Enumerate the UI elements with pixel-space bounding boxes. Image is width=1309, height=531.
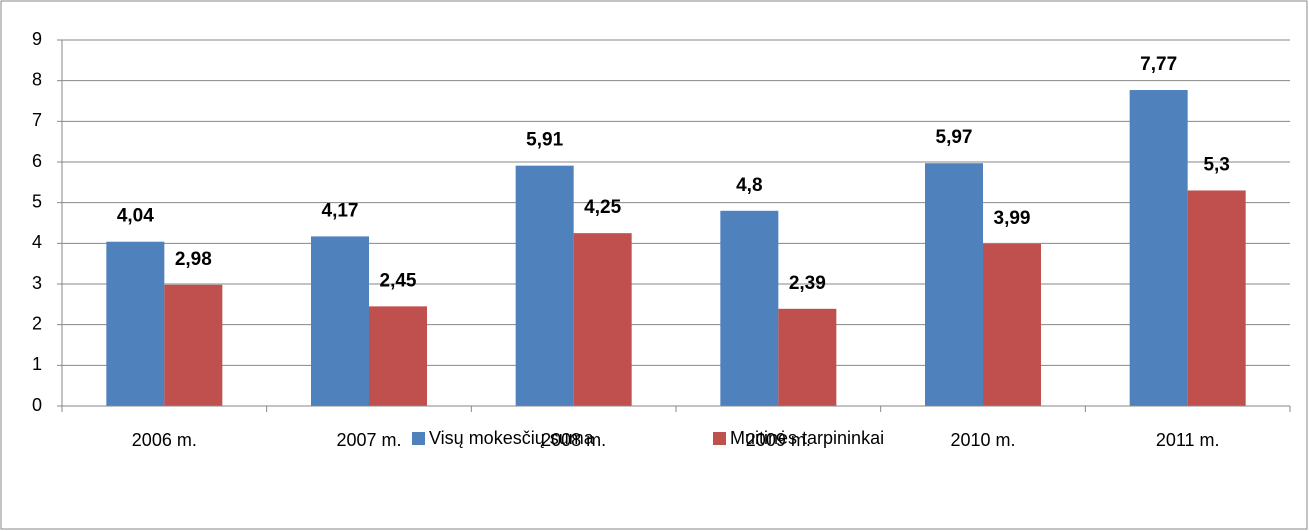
- y-tick-label: 2: [32, 313, 42, 333]
- y-tick-label: 9: [32, 29, 42, 49]
- y-tick-label: 0: [32, 395, 42, 415]
- bar: [573, 233, 632, 406]
- bar: [106, 241, 165, 406]
- x-tick-label: 2011 m.: [1156, 430, 1220, 450]
- bar: [515, 165, 574, 406]
- bar: [983, 243, 1041, 406]
- bar: [1129, 90, 1188, 407]
- data-label: 2,45: [380, 270, 417, 291]
- x-tick-label: 2010 m.: [950, 430, 1015, 450]
- data-label: 4,25: [584, 197, 621, 218]
- y-tick-label: 6: [32, 151, 42, 171]
- data-label: 5,97: [936, 127, 973, 148]
- x-tick-label: 2009 m.: [746, 430, 811, 450]
- data-label: 4,8: [736, 175, 762, 196]
- bar: [311, 236, 369, 406]
- bar: [1187, 190, 1246, 406]
- bar: [720, 210, 779, 406]
- y-tick-label: 7: [32, 110, 42, 130]
- data-label: 2,98: [175, 249, 212, 270]
- data-label: 4,04: [117, 206, 154, 227]
- data-label: 2,39: [789, 273, 826, 294]
- x-tick-label: 2007 m.: [336, 430, 401, 450]
- y-tick-label: 8: [32, 69, 42, 89]
- data-label: 3,99: [994, 208, 1031, 229]
- data-label: 7,77: [1140, 54, 1177, 75]
- y-tick-label: 3: [32, 273, 42, 293]
- y-tick-label: 5: [32, 191, 42, 211]
- y-tick-label: 1: [32, 354, 42, 374]
- legend-swatch: [713, 432, 726, 445]
- bar: [925, 163, 983, 406]
- data-label: 4,17: [322, 200, 359, 221]
- data-label: 5,3: [1203, 154, 1229, 175]
- x-tick-label: 2006 m.: [132, 430, 197, 450]
- y-tick-label: 4: [32, 232, 42, 252]
- bar: [778, 308, 837, 406]
- legend-swatch: [412, 432, 425, 445]
- bar: [369, 306, 427, 406]
- data-label: 5,91: [526, 130, 563, 151]
- x-tick-label: 2008 m.: [541, 430, 606, 450]
- legend-label: Visų mokesčių suma: [429, 428, 595, 448]
- legend-label: Muitinės tarpininkai: [730, 428, 884, 448]
- bar: [164, 284, 223, 406]
